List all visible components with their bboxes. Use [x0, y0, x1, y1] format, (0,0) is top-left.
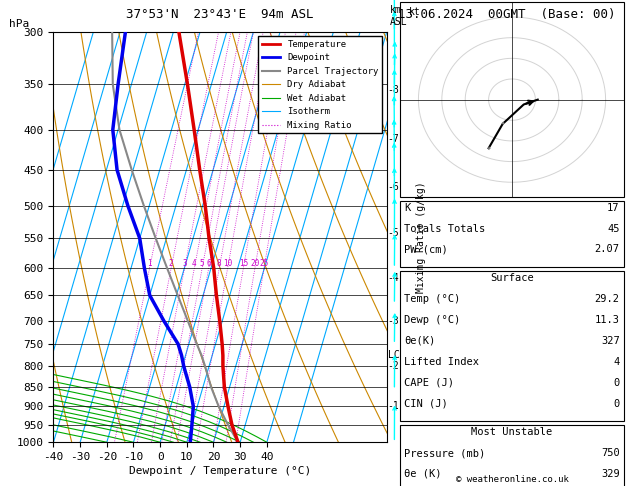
Text: 4: 4 [613, 357, 620, 367]
X-axis label: Dewpoint / Temperature (°C): Dewpoint / Temperature (°C) [129, 466, 311, 476]
Text: 4: 4 [192, 259, 197, 268]
Text: ✦: ✦ [501, 121, 504, 127]
Text: 327: 327 [601, 336, 620, 346]
Text: 11.3: 11.3 [594, 315, 620, 325]
Text: 25: 25 [259, 259, 269, 268]
Text: 1: 1 [147, 259, 152, 268]
Text: 15: 15 [239, 259, 248, 268]
Text: 13.06.2024  00GMT  (Base: 00): 13.06.2024 00GMT (Base: 00) [398, 8, 616, 21]
Text: Mixing Ratio (g/kg): Mixing Ratio (g/kg) [416, 181, 426, 293]
Text: CIN (J): CIN (J) [404, 399, 448, 409]
Text: 8: 8 [217, 259, 221, 268]
Text: 45: 45 [607, 224, 620, 234]
Text: K: K [404, 203, 411, 213]
Text: -2: -2 [387, 361, 399, 371]
Text: -1: -1 [387, 401, 399, 411]
FancyBboxPatch shape [399, 425, 625, 486]
Text: Surface: Surface [490, 273, 534, 283]
Text: 750: 750 [601, 448, 620, 458]
Text: 17: 17 [607, 203, 620, 213]
Text: -3: -3 [387, 315, 399, 326]
Text: 329: 329 [601, 469, 620, 479]
Text: -8: -8 [387, 85, 399, 95]
Legend: Temperature, Dewpoint, Parcel Trajectory, Dry Adiabat, Wet Adiabat, Isotherm, Mi: Temperature, Dewpoint, Parcel Trajectory… [259, 36, 382, 134]
Text: 37°53'N  23°43'E  94m ASL: 37°53'N 23°43'E 94m ASL [126, 8, 314, 21]
Text: Totals Totals: Totals Totals [404, 224, 486, 234]
FancyBboxPatch shape [399, 2, 625, 197]
Text: θe(K): θe(K) [404, 336, 436, 346]
Text: -7: -7 [387, 134, 399, 144]
Text: -5: -5 [387, 228, 399, 238]
Text: Temp (°C): Temp (°C) [404, 294, 460, 304]
Text: 3: 3 [182, 259, 187, 268]
Text: 0: 0 [613, 399, 620, 409]
Text: Dewp (°C): Dewp (°C) [404, 315, 460, 325]
Text: © weatheronline.co.uk: © weatheronline.co.uk [455, 474, 569, 484]
Text: km
ASL: km ASL [390, 5, 408, 27]
Text: Pressure (mb): Pressure (mb) [404, 448, 486, 458]
Text: 20: 20 [250, 259, 260, 268]
Text: 5: 5 [200, 259, 204, 268]
Text: 29.2: 29.2 [594, 294, 620, 304]
Text: θe (K): θe (K) [404, 469, 442, 479]
Text: 0: 0 [613, 378, 620, 388]
Text: 2.07: 2.07 [594, 244, 620, 255]
Text: Lifted Index: Lifted Index [404, 357, 479, 367]
Text: CAPE (J): CAPE (J) [404, 378, 454, 388]
Text: Most Unstable: Most Unstable [471, 427, 553, 437]
Text: LCL: LCL [387, 350, 405, 360]
Text: -4: -4 [387, 273, 399, 282]
Text: 10: 10 [223, 259, 232, 268]
Text: ✦: ✦ [486, 145, 491, 151]
Text: hPa: hPa [9, 19, 30, 29]
Text: 6: 6 [206, 259, 211, 268]
Text: kt: kt [409, 7, 421, 17]
Text: PW (cm): PW (cm) [404, 244, 448, 255]
Text: 2: 2 [169, 259, 174, 268]
FancyBboxPatch shape [399, 271, 625, 421]
Text: -6: -6 [387, 182, 399, 192]
FancyBboxPatch shape [399, 201, 625, 267]
